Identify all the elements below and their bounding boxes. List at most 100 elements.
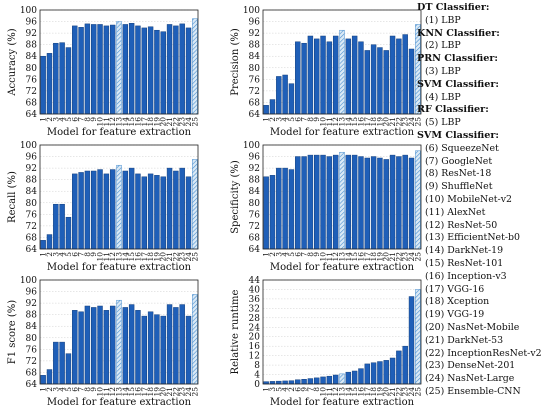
x-tick-label: 3 — [274, 252, 283, 257]
y-tick-label: 32 — [249, 304, 260, 314]
x-tick-label: 25 — [413, 117, 422, 127]
y-tick-label: 64 — [26, 380, 38, 390]
x-tick-label: 22 — [394, 387, 403, 397]
y-tick-label: 100 — [243, 6, 260, 16]
y-tick-label: 68 — [249, 98, 261, 108]
bar — [147, 26, 154, 115]
y-tick-label: 96 — [26, 18, 38, 28]
x-tick-label: 2 — [268, 252, 277, 257]
bar — [307, 154, 314, 250]
x-tick-label: 2 — [45, 117, 54, 122]
x-tick-label: 9 — [89, 252, 98, 257]
bar — [78, 172, 84, 250]
x-tick-label: 21 — [165, 117, 174, 127]
x-tick-label: 3 — [274, 117, 283, 122]
x-tick-label: 16 — [356, 117, 365, 127]
y-tick-label: 88 — [26, 311, 38, 321]
y-tick-label: 76 — [26, 345, 38, 355]
x-tick-label: 1 — [262, 117, 271, 122]
x-tick-label: 7 — [306, 387, 315, 392]
bar — [59, 42, 65, 115]
x-tick-label: 23 — [178, 117, 187, 127]
bar — [408, 48, 415, 115]
bar — [351, 35, 358, 115]
x-tick-label: 10 — [96, 252, 105, 262]
bar — [276, 76, 282, 115]
y-tick-label: 80 — [26, 199, 38, 209]
bar — [122, 307, 129, 385]
y-tick-label: 28 — [249, 314, 261, 324]
x-tick-label: 25 — [190, 387, 199, 397]
bar — [128, 167, 135, 250]
bar — [383, 360, 389, 385]
y-tick-label: 84 — [249, 52, 261, 62]
y-tick-label: 92 — [26, 164, 37, 174]
bar — [109, 24, 116, 115]
y-tick-label: 88 — [249, 41, 261, 51]
x-tick-label: 20 — [159, 252, 168, 262]
x-tick-label: 2 — [45, 252, 54, 257]
bar — [295, 379, 301, 385]
bar — [97, 24, 103, 115]
y-tick-label: 72 — [26, 87, 37, 97]
x-tick-label: 9 — [89, 387, 98, 392]
bar — [370, 44, 377, 115]
bar — [147, 173, 154, 250]
legend-item: (24) NasNet-Large — [425, 373, 515, 385]
bar — [103, 173, 110, 250]
x-tick-label: 19 — [375, 252, 384, 262]
x-tick-label: 10 — [319, 117, 328, 127]
bar — [135, 310, 141, 385]
x-tick-label: 21 — [165, 387, 174, 397]
x-tick-label: 23 — [401, 117, 410, 127]
x-tick-label: 18 — [146, 252, 155, 262]
x-tick-label: 25 — [413, 252, 422, 262]
x-tick-label: 3 — [268, 387, 277, 392]
bar — [288, 380, 295, 385]
bar — [128, 304, 135, 385]
bar — [78, 311, 84, 385]
bar — [185, 315, 192, 385]
x-tick-label: 19 — [152, 117, 161, 127]
x-tick-label: 3 — [51, 117, 60, 122]
x-tick-label: 8 — [83, 387, 92, 392]
highlighted-bar — [116, 164, 122, 250]
bar — [40, 375, 46, 385]
x-tick-label: 16 — [133, 252, 142, 262]
bar — [91, 170, 97, 250]
x-tick-label: 9 — [300, 387, 309, 392]
bar — [408, 157, 415, 250]
bar — [314, 154, 320, 250]
x-tick-label: 18 — [146, 117, 155, 127]
bar — [141, 315, 147, 385]
x-tick-label: 3 — [51, 252, 60, 257]
y-tick-label: 12 — [249, 352, 260, 362]
bar — [377, 157, 383, 250]
x-tick-label: 16 — [356, 252, 365, 262]
x-tick-label: 13 — [115, 117, 124, 127]
x-tick-label: 13 — [338, 117, 347, 127]
chart-panel: 6468727680848892961001234567891011121314… — [7, 6, 199, 138]
legend: DT Classifier: (1) LBP KNN Classifier: (… — [417, 2, 550, 399]
chart-panel: 6468727680848892961001234567891011121314… — [7, 141, 199, 273]
y-tick-label: 100 — [243, 141, 260, 151]
y-tick-label: 76 — [26, 210, 38, 220]
x-axis-label: Model for feature extraction — [270, 397, 415, 408]
x-axis-label: Model for feature extraction — [270, 262, 415, 273]
x-axis-label: Model for feature extraction — [47, 397, 192, 408]
plot-frame — [262, 9, 422, 115]
x-tick-label: 14 — [344, 387, 353, 397]
y-tick-label: 4 — [254, 371, 260, 381]
bar — [282, 167, 288, 250]
y-tick-label: 36 — [249, 295, 261, 305]
highlighted-bar — [116, 299, 122, 385]
y-tick-label: 76 — [249, 210, 261, 220]
x-tick-label: 14 — [344, 252, 353, 262]
x-tick-label: 10 — [319, 387, 328, 397]
x-tick-label: 5 — [64, 252, 73, 257]
bar — [109, 305, 116, 385]
y-tick-label: 100 — [20, 141, 37, 151]
legend-group-title: SVM Classifier: — [417, 78, 499, 90]
